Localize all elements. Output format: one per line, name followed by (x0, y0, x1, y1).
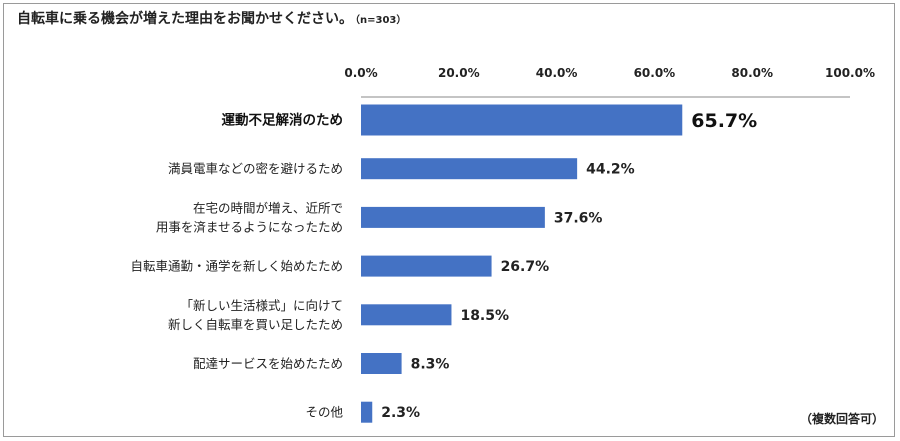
value-label: 44.2% (586, 162, 635, 178)
category-label: 「新しい生活様式」に向けて (180, 298, 343, 313)
bar (361, 206, 545, 228)
chart-title-text: 自転車に乗る機会が増えた理由をお聞かせください。 (17, 11, 353, 27)
x-tick-label: 40.0% (536, 66, 578, 80)
bar (361, 104, 683, 136)
bar (361, 304, 452, 326)
value-label: 18.5% (460, 308, 509, 324)
value-label: 37.6% (554, 210, 603, 226)
x-tick-label: 80.0% (731, 66, 773, 80)
value-label: 8.3% (411, 357, 450, 373)
bar (361, 255, 492, 277)
bars (361, 104, 683, 423)
category-label: 自転車通勤・通学を新しく始めたため (130, 259, 343, 274)
x-tick-label: 60.0% (634, 66, 676, 80)
category-label: 運動不足解消のため (222, 112, 344, 129)
value-label: 2.3% (381, 405, 420, 421)
category-label: 満員電車などの密を避けるため (168, 161, 343, 176)
sample-size-note: （n=303） (355, 15, 407, 26)
category-labels: 運動不足解消のため満員電車などの密を避けるため在宅の時間が増え、近所で用事を済ま… (130, 112, 343, 420)
chart-title: 自転車に乗る機会が増えた理由をお聞かせください。 （n=303） (17, 8, 406, 28)
category-label: 用事を済ませるようになったため (156, 219, 343, 234)
category-label: 在宅の時間が増え、近所で (193, 200, 343, 215)
x-tick-label: 20.0% (438, 66, 480, 80)
x-axis-ticks: 0.0% 20.0% 40.0% 60.0% 80.0% 100.0% (344, 66, 875, 80)
bar (361, 158, 578, 180)
bar (361, 401, 373, 423)
footnote: （複数回答可） (799, 412, 884, 426)
value-label: 65.7% (691, 110, 757, 132)
value-label: 26.7% (501, 259, 550, 275)
value-labels: 65.7% 44.2% 37.6% 26.7% 18.5% 8.3% 2.3% (381, 110, 757, 421)
x-tick-label: 0.0% (344, 66, 377, 80)
bar (361, 353, 402, 374)
category-label: 新しく自転車を買い足したため (168, 317, 343, 332)
category-label: 配達サービスを始めたため (193, 356, 343, 371)
category-label: その他 (305, 405, 343, 420)
x-tick-label: 100.0% (825, 66, 875, 80)
